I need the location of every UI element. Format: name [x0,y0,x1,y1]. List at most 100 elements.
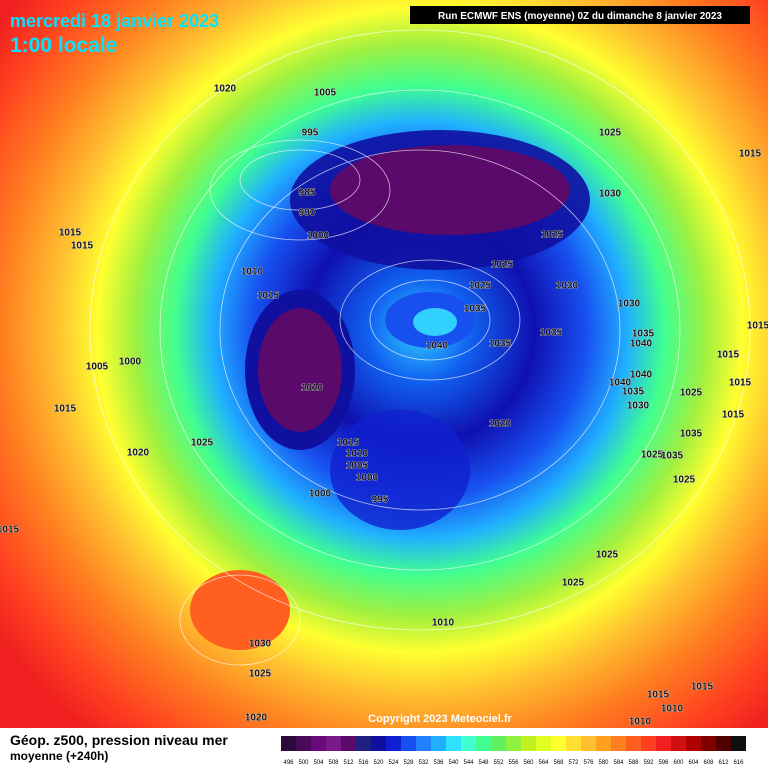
isobar-label: 1000 [307,231,330,242]
scale-label: 512 [343,760,354,766]
isobar-label: 1035 [489,339,512,350]
scale-swatch [356,736,371,751]
isobar-label: 1020 [489,419,512,430]
isobar-label: 1015 [717,350,740,361]
isobar-label: 1005 [314,88,337,99]
isobar-label: 1040 [630,370,653,381]
scale-label: 580 [598,760,609,766]
scale-label: 596 [658,760,669,766]
isobar-label: 1020 [127,448,150,459]
scale-swatch [326,736,341,751]
scale-label: 548 [478,760,489,766]
scale-swatch [641,736,656,751]
run-box [410,6,750,24]
isobar-label: 985 [299,188,316,199]
scale-swatch [401,736,416,751]
scale-label: 520 [373,760,384,766]
isobar-label: 1015 [0,525,20,536]
isobar-label: 1015 [729,378,752,389]
low-core [258,308,342,432]
isobar-label: 1020 [245,713,268,724]
scale-label: 496 [283,760,294,766]
isobar-label: 1025 [673,475,696,486]
scale-label: 600 [673,760,684,766]
isobar-label: 1025 [680,388,703,399]
scale-swatch [506,736,521,751]
isobar-label: 1030 [627,401,650,412]
isobar-label: 1005 [346,461,369,472]
isobar-label: 1000 [119,357,142,368]
scale-swatch [596,736,611,751]
isobar-label: 1010 [301,383,324,394]
scale-label: 572 [568,760,579,766]
isobar-label: 1025 [469,281,492,292]
isobar-label: 1025 [562,578,585,589]
scale-swatch [341,736,356,751]
isobar-label: 1010 [661,704,684,715]
footer-title: Géop. z500, pression niveau mer [10,732,228,748]
scale-swatch [611,736,626,751]
scale-swatch [446,736,461,751]
isobar-label: 1040 [630,339,653,350]
scale-swatch [431,736,446,751]
isobar-label: 1040 [426,341,449,352]
scale-label: 612 [718,760,729,766]
scale-swatch [701,736,716,751]
footer-subtitle: moyenne (+240h) [10,749,108,763]
isobar-label: 1035 [540,328,563,339]
high-cell [413,308,457,336]
isobar-label: 1035 [680,429,703,440]
scale-swatch [491,736,506,751]
isobar-label: 1015 [747,321,768,332]
scale-swatch [281,736,296,751]
isobar-label: 1010 [346,449,369,460]
isobar-label: 1025 [191,438,214,449]
scale-swatch [671,736,686,751]
low-core [330,145,570,235]
isobar-label: 1005 [86,362,109,373]
scale-swatch [521,736,536,751]
isobar-label: 1025 [491,260,514,271]
scale-swatch [311,736,326,751]
date: mercredi 18 janvier 2023 [10,11,219,31]
isobar-label: 1035 [632,329,655,340]
high-cell [190,570,290,650]
scale-label: 592 [643,760,654,766]
scale-swatch [716,736,731,751]
isobar-label: 1000 [309,489,332,500]
isobars [89,29,751,666]
isobar-label: 1025 [599,128,622,139]
scale-label: 524 [388,760,399,766]
isobar-label: 1010 [432,618,455,629]
scale-swatch [296,736,311,751]
scale-label: 560 [523,760,534,766]
isobar-label: 1015 [71,241,94,252]
isobar-label: 1035 [622,387,645,398]
isobar-label: 1015 [54,404,77,415]
scale-swatch [656,736,671,751]
scale-swatch [386,736,401,751]
isobar-label: 1030 [599,189,622,200]
isobar-label: 1015 [257,291,280,302]
scale-swatch [581,736,596,751]
isobar-label: 1030 [618,299,641,310]
scale-swatch [626,736,641,751]
scale-swatch [476,736,491,751]
isobar-label: 990 [299,208,316,219]
isobar-label: 995 [372,495,389,506]
scale-swatch [731,736,746,751]
isobar-label: 1015 [739,149,762,160]
scale-label: 564 [538,760,549,766]
isobar-label: 1030 [249,639,272,650]
scale-swatch [416,736,431,751]
scale-label: 540 [448,760,459,766]
isobar-label: 1010 [241,267,264,278]
isobar-label: 1015 [647,690,670,701]
isobar-label: 1020 [214,84,237,95]
scale-label: 576 [583,760,594,766]
scale-label: 616 [733,760,744,766]
scale-label: 532 [418,760,429,766]
isobar-label: 1010 [629,717,652,728]
scale-label: 544 [463,760,474,766]
isobar-label: 995 [302,128,319,139]
